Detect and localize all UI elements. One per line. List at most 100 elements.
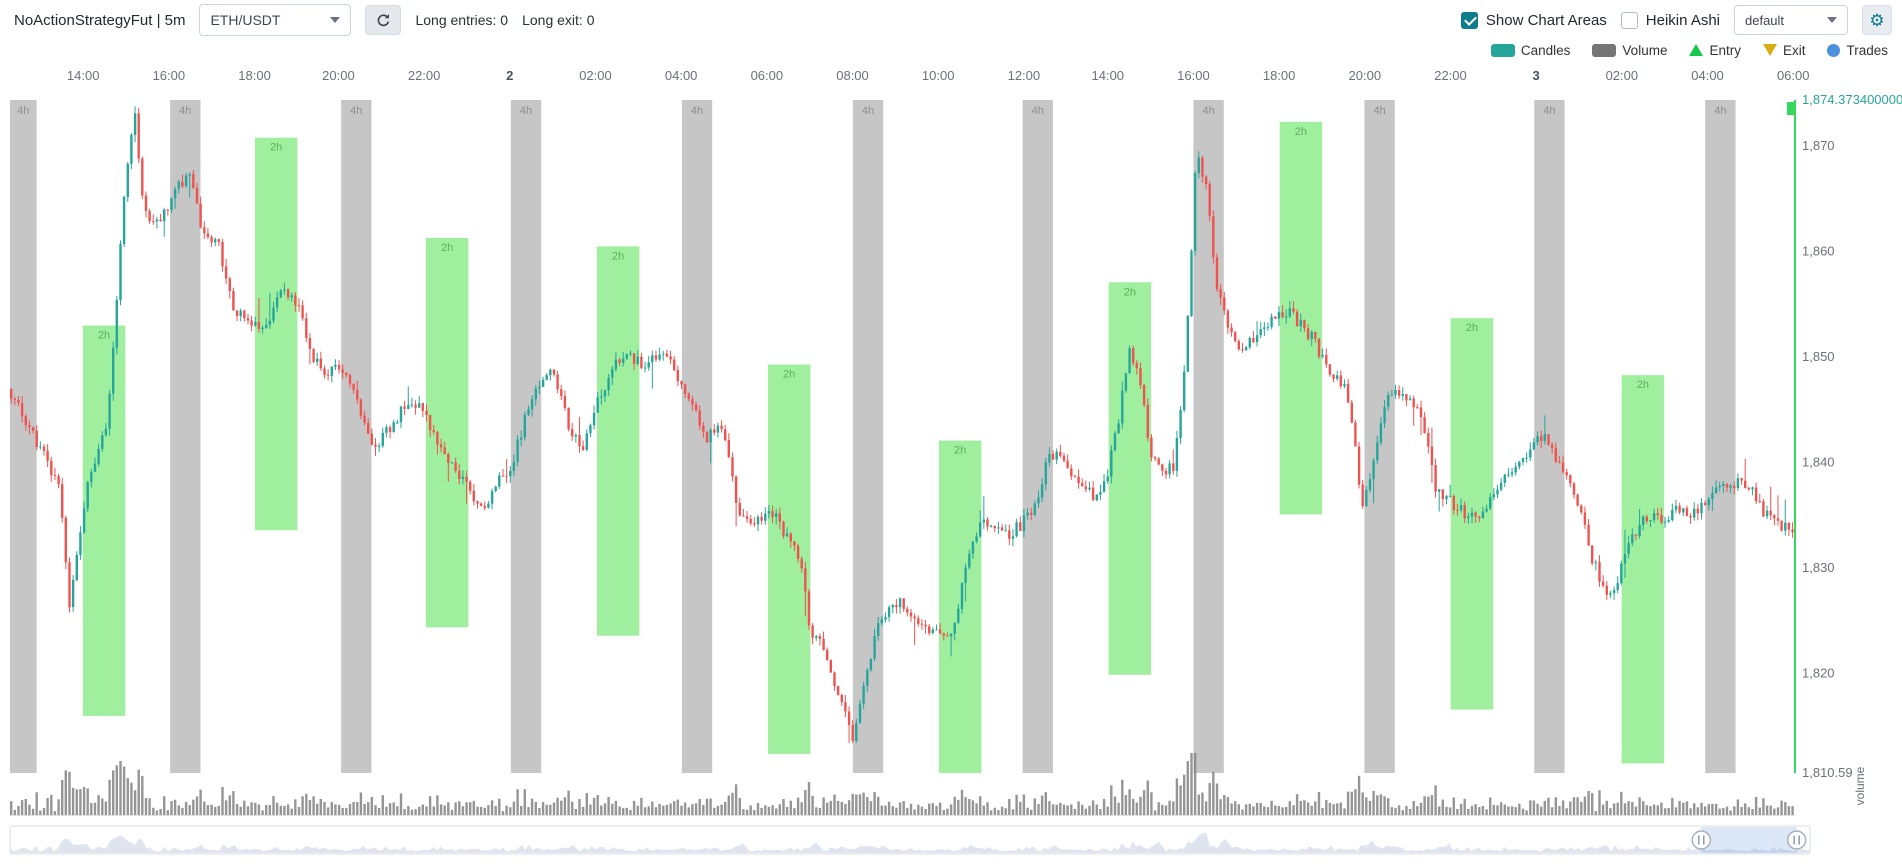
datazoom-handle-left[interactable] <box>1691 830 1711 850</box>
x-axis-label: 08:00 <box>836 68 869 83</box>
chart-area-4h <box>10 100 37 773</box>
datazoom-overview-area <box>10 833 1810 853</box>
plot-config-select[interactable]: default <box>1734 5 1848 35</box>
x-axis-label: 3 <box>1533 68 1540 83</box>
chart-area-4h-label: 4h <box>1203 105 1215 117</box>
x-axis-label: 22:00 <box>408 68 441 83</box>
volume-series <box>10 753 1795 816</box>
top-toolbar: NoActionStrategyFut | 5m ETH/USDT Long e… <box>0 0 1902 40</box>
rect-icon <box>1592 43 1617 57</box>
price-axis: 1,874.373400000 1,870 1,860 1,850 1,840 1,830… <box>1802 92 1902 780</box>
chart-area-4h-label: 4h <box>520 105 532 117</box>
chart-area-2h <box>82 325 126 716</box>
long-entries-label: Long entries: 0 <box>415 12 509 28</box>
triangle-up-icon <box>1689 44 1704 56</box>
pair-select[interactable]: ETH/USDT <box>199 4 352 36</box>
x-axis-label: 06:00 <box>1777 68 1810 83</box>
volume-axis-name: volume <box>1853 766 1867 805</box>
y-axis-label: 1,870 <box>1802 138 1835 153</box>
refresh-icon <box>376 13 391 28</box>
time-axis: 14:00 16:00 18:00 20:00 22:00 2 02:00 04:00 06:0… <box>67 68 1810 83</box>
chart-area-4h-label: 4h <box>691 105 703 117</box>
chart-area-4h <box>1022 100 1053 773</box>
x-axis-label: 16:00 <box>1177 68 1210 83</box>
legend-label: Candles <box>1520 42 1571 58</box>
x-axis-label: 06:00 <box>751 68 784 83</box>
chart-area-2h <box>425 237 469 628</box>
candles-series <box>10 106 1794 743</box>
pair-select-value: ETH/USDT <box>210 12 281 28</box>
chart-area-4h-label: 4h <box>1714 105 1726 117</box>
legend-item-exit[interactable]: Exit <box>1762 42 1806 58</box>
chart-area-2h-label: 2h <box>1637 379 1649 391</box>
datazoom-selection[interactable] <box>1701 827 1797 853</box>
chart-area-2h <box>1621 375 1665 764</box>
legend-item-trades[interactable]: Trades <box>1827 43 1888 58</box>
chart-area-2h-label: 2h <box>98 330 110 342</box>
y-axis-label: 1,850 <box>1802 349 1835 364</box>
chart-area-4h <box>170 100 201 773</box>
y-axis-label: 1,860 <box>1802 244 1835 259</box>
y-axis-label: 1,840 <box>1802 455 1835 470</box>
long-exit-label: Long exit: 0 <box>522 12 595 28</box>
datazoom-handle-right[interactable] <box>1786 830 1807 850</box>
x-axis-label: 22:00 <box>1434 68 1467 83</box>
datazoom-slider[interactable] <box>9 825 1811 855</box>
heikin-ashi-checkbox[interactable]: Heikin Ashi <box>1620 11 1720 29</box>
volume-axis-label: volume <box>1853 766 1867 805</box>
main-chart-svg[interactable]: 4h 4h 4h 4h 4h 4h 4h 4h 4h 4h 4h 2h 2h 2h 2h 2h 2h 2h 2h 2h… <box>0 60 1902 859</box>
chart-area-2h <box>767 364 811 754</box>
heikin-ashi-label: Heikin Ashi <box>1645 11 1720 29</box>
y-axis-label: 1,830 <box>1802 560 1835 575</box>
show-chart-areas-label: Show Chart Areas <box>1485 11 1607 29</box>
show-chart-areas-checkbox[interactable]: Show Chart Areas <box>1460 11 1607 29</box>
last-price-marker <box>1787 100 1796 773</box>
legend-label: Entry <box>1709 42 1741 58</box>
chart-area-2h-label: 2h <box>954 445 966 457</box>
chart-area-4h-label: 4h <box>350 105 362 117</box>
y-axis-label: 1,874.373400000 <box>1802 92 1902 107</box>
chart-area-2h-label: 2h <box>1124 286 1136 298</box>
refresh-button[interactable] <box>365 5 402 35</box>
legend-label: Exit <box>1782 42 1806 58</box>
chart-area-4h <box>510 100 542 773</box>
x-axis-label: 04:00 <box>665 68 698 83</box>
chevron-down-icon <box>1827 17 1837 23</box>
chart-area-4h-label: 4h <box>1374 105 1386 117</box>
chart-legend: Candles Volume Entry Exit Trades <box>0 40 1902 60</box>
x-axis-label: 14:00 <box>1092 68 1125 83</box>
x-axis-label: 2 <box>506 68 513 83</box>
x-axis-label: 12:00 <box>1008 68 1041 83</box>
x-axis-label: 18:00 <box>238 68 271 83</box>
chart-area-4h-label: 4h <box>862 105 874 117</box>
chart-area-4h <box>341 100 372 773</box>
x-axis-label: 10:00 <box>922 68 955 83</box>
x-axis-label: 04:00 <box>1691 68 1724 83</box>
chart-area-4h <box>1364 100 1395 773</box>
legend-label: Volume <box>1622 42 1668 58</box>
chart-areas-4h: 4h 4h 4h 4h 4h 4h 4h 4h 4h 4h 4h <box>10 100 1736 773</box>
chart-area-2h-label: 2h <box>270 142 282 154</box>
chart-area-4h <box>1705 100 1736 773</box>
chart-area-2h-label: 2h <box>1466 322 1478 334</box>
chart-area-2h <box>596 246 640 636</box>
legend-item-candles[interactable]: Candles <box>1490 42 1571 58</box>
checkbox-box-icon <box>1460 11 1478 29</box>
x-axis-label: 20:00 <box>1349 68 1382 83</box>
triangle-down-icon <box>1762 44 1777 56</box>
y-axis-label: 1,810.59 <box>1802 765 1853 780</box>
chart-area-2h-label: 2h <box>441 242 453 254</box>
chart-area-2h-label: 2h <box>612 250 624 262</box>
circle-icon <box>1827 43 1841 57</box>
chevron-down-icon <box>330 17 341 23</box>
chart-area-4h-label: 4h <box>1032 105 1044 117</box>
x-axis-label: 14:00 <box>67 68 100 83</box>
chart-area-2h-label: 2h <box>1295 126 1307 138</box>
legend-item-volume[interactable]: Volume <box>1592 43 1667 58</box>
legend-item-entry[interactable]: Entry <box>1689 43 1741 58</box>
gear-icon: ⚙ <box>1869 10 1885 30</box>
chart-area-4h-label: 4h <box>17 105 29 117</box>
settings-button[interactable]: ⚙ <box>1862 5 1892 35</box>
plot-config-select-value: default <box>1745 12 1785 28</box>
y-axis-label: 1,820 <box>1802 666 1835 681</box>
